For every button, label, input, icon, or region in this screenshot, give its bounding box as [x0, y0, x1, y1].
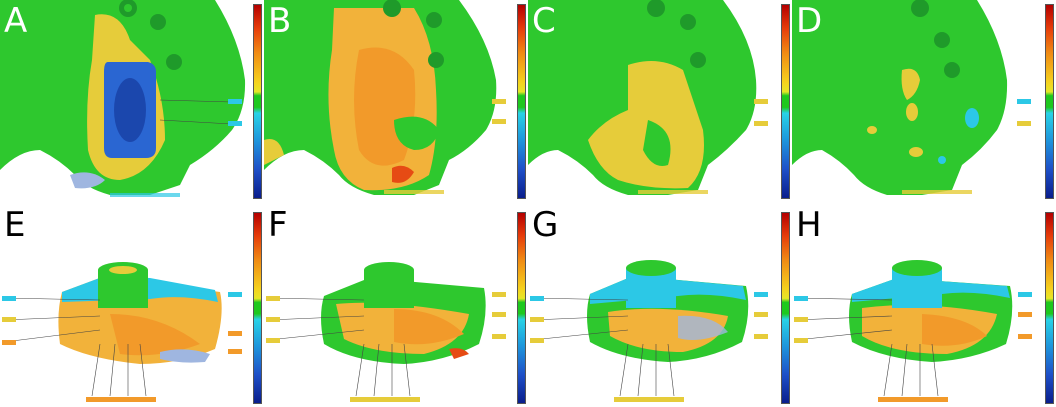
panel-a: A	[0, 0, 264, 203]
occlusal-deviation-map	[528, 0, 768, 195]
panel-label: E	[4, 205, 26, 245]
color-scale-bar	[517, 4, 526, 199]
color-scale-bar	[517, 212, 526, 404]
panel-e: E	[0, 204, 264, 407]
panel-label: G	[532, 205, 559, 245]
panel-f: F	[264, 204, 528, 407]
color-scale-bar	[253, 4, 262, 199]
lateral-deviation-map	[530, 260, 768, 402]
panel-b: B	[264, 0, 528, 203]
lateral-deviation-map	[266, 262, 506, 402]
occlusal-deviation-map	[264, 0, 506, 195]
color-scale-bar	[253, 212, 262, 404]
color-scale-bar	[1045, 212, 1054, 404]
panel-label: A	[4, 1, 28, 41]
lateral-deviation-map	[794, 260, 1032, 402]
panel-g: G	[528, 204, 792, 407]
color-scale-bar	[781, 212, 790, 404]
panel-c: C	[528, 0, 792, 203]
color-scale-bar	[1045, 4, 1054, 199]
occlusal-deviation-map	[792, 0, 1031, 195]
occlusal-deviation-map	[0, 0, 246, 197]
panel-h: H	[792, 204, 1056, 407]
panel-label: D	[796, 1, 823, 41]
panel-label: H	[796, 205, 822, 245]
color-scale-bar	[781, 4, 790, 199]
panel-label: B	[268, 1, 292, 41]
panel-label: F	[268, 205, 288, 245]
panel-label: C	[532, 1, 556, 41]
lateral-deviation-map	[2, 262, 242, 402]
panel-d: D	[792, 0, 1056, 203]
